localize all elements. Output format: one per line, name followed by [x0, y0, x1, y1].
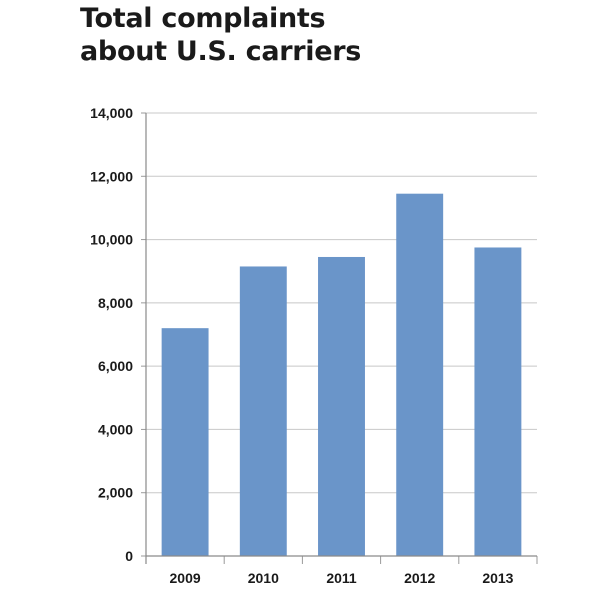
axes: [141, 112, 538, 564]
bar-2012: [396, 193, 444, 557]
bars: [161, 193, 522, 557]
y-tick-label: 14,000: [90, 105, 133, 121]
y-tick-label: 2,000: [98, 485, 133, 501]
y-tick-label: 0: [125, 548, 133, 564]
chart-title-line-2: about U.S. carriers: [80, 36, 362, 67]
bar-2011: [318, 256, 365, 556]
chart-title-line-1: Total complaints: [80, 3, 326, 34]
bar-2009: [161, 328, 209, 556]
bar-2010: [239, 266, 287, 556]
y-tick-label: 8,000: [98, 295, 133, 311]
x-tick-label-2012: 2012: [404, 570, 435, 586]
y-tick-label: 4,000: [98, 421, 133, 437]
y-tick-labels: 0 2,000 4,000 6,000 8,000 10,000 12,000 14,000: [90, 105, 133, 564]
y-tick-label: 10,000: [90, 232, 133, 248]
x-tick-label-2013: 2013: [482, 570, 513, 586]
x-tick-label-2009: 2009: [170, 570, 201, 586]
x-tick-labels: 2009 2010 2011 2012 2013: [170, 570, 514, 586]
y-tick-label: 12,000: [90, 168, 133, 184]
y-tick-label: 6,000: [98, 358, 133, 374]
bar-2013: [474, 247, 522, 556]
chart-title: Total complaints about U.S. carriers: [80, 2, 361, 68]
x-tick-label-2011: 2011: [326, 570, 357, 586]
x-tick-label-2010: 2010: [248, 570, 279, 586]
